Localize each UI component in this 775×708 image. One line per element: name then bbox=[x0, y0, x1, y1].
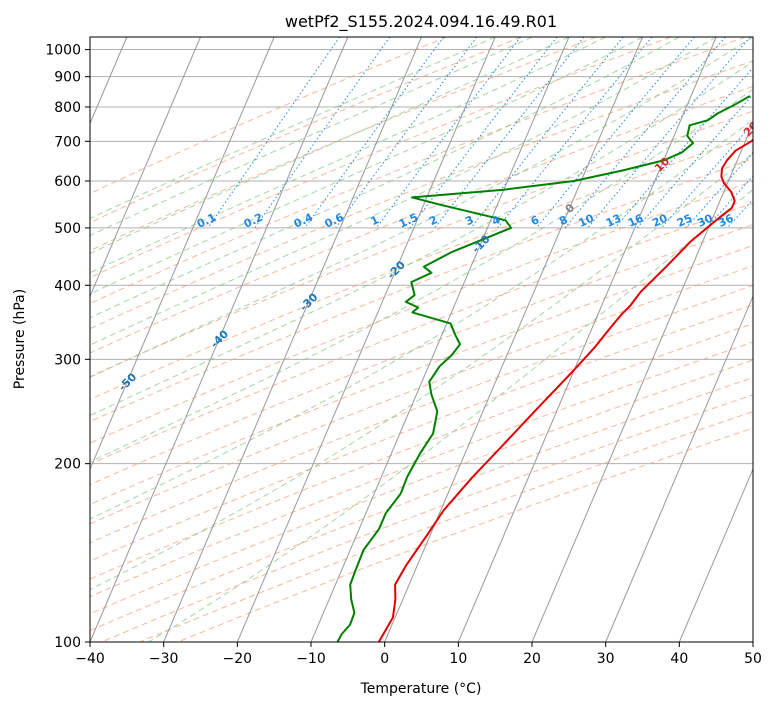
chart-title: wetPf2_S155.2024.094.16.49.R01 bbox=[285, 12, 557, 32]
moist-adiabat bbox=[90, 119, 753, 520]
moist-adiabat bbox=[90, 37, 643, 295]
mixing-ratio-line bbox=[470, 37, 624, 229]
mixing-ratio-line bbox=[335, 37, 478, 229]
mixing-ratio-label: 30 bbox=[695, 211, 715, 229]
dry-adiabat bbox=[90, 37, 447, 195]
isotherm bbox=[236, 37, 496, 642]
x-tick-label: −40 bbox=[75, 651, 105, 667]
y-axis: 100 200 300 400 500 600 700 800 900 1000 bbox=[45, 43, 90, 651]
x-tick-label: 0 bbox=[380, 651, 389, 667]
y-tick-label: 400 bbox=[54, 278, 81, 294]
plot-frame bbox=[89, 36, 754, 643]
x-tick-label: 20 bbox=[523, 651, 541, 667]
isotherm bbox=[605, 295, 753, 642]
x-tick-label: −30 bbox=[149, 651, 179, 667]
moist-adiabat bbox=[90, 152, 753, 591]
moist-adiabat bbox=[148, 188, 753, 642]
y-tick-label: 1000 bbox=[45, 43, 81, 59]
moist-adiabat bbox=[90, 61, 753, 417]
x-axis: −40 −30 −20 −10 0 10 20 30 40 50 bbox=[75, 642, 762, 667]
mixing-ratio-label: 36 bbox=[716, 211, 736, 229]
x-tick-label: 50 bbox=[744, 651, 762, 667]
pressure-gridlines bbox=[90, 49, 753, 642]
mixing-ratio-label: 13 bbox=[604, 212, 623, 230]
x-tick-label: 40 bbox=[670, 651, 688, 667]
y-tick-label: 900 bbox=[54, 70, 81, 86]
x-tick-label: −20 bbox=[223, 651, 253, 667]
dry-adiabat bbox=[90, 134, 753, 401]
mixing-ratio-line bbox=[564, 37, 726, 229]
y-axis-title: Pressure (hPa) bbox=[12, 289, 28, 389]
isotherm-label: 20 bbox=[741, 119, 761, 139]
temperature-line bbox=[377, 138, 753, 642]
dry-adiabat bbox=[101, 394, 753, 642]
isotherms bbox=[90, 37, 753, 642]
y-tick-label: 300 bbox=[54, 352, 81, 368]
dry-adiabat bbox=[90, 110, 753, 378]
x-tick-label: −10 bbox=[296, 651, 326, 667]
dry-adiabat bbox=[90, 158, 753, 423]
dry-adiabat bbox=[90, 60, 753, 330]
isotherm bbox=[678, 467, 753, 642]
dry-adiabat bbox=[90, 37, 522, 224]
moist-adiabat bbox=[90, 88, 753, 463]
moist-adiabat bbox=[90, 37, 533, 237]
isotherm bbox=[163, 37, 422, 642]
isotherm bbox=[310, 37, 570, 642]
dry-adiabat bbox=[90, 359, 753, 615]
isotherm bbox=[457, 37, 717, 642]
mixing-ratio-label: 16 bbox=[626, 211, 646, 229]
dry-adiabat bbox=[90, 224, 753, 486]
x-tick-label: 10 bbox=[449, 651, 467, 667]
mixing-ratio-line bbox=[375, 37, 521, 229]
mixing-ratio-line bbox=[636, 93, 753, 229]
dry-adiabat bbox=[90, 244, 753, 505]
mixing-ratio-label: 10 bbox=[577, 211, 597, 229]
moist-adiabat bbox=[90, 37, 717, 346]
mixing-ratio-line bbox=[304, 37, 445, 229]
x-tick-label: 30 bbox=[597, 651, 615, 667]
plot-area: -100-90-80-70-60-50-40-30-20-10010203040… bbox=[90, 37, 761, 642]
mixing-ratio-label: 20 bbox=[650, 211, 670, 229]
y-tick-label: 500 bbox=[54, 221, 81, 237]
moist-adiabat bbox=[90, 37, 496, 220]
y-tick-label: 800 bbox=[54, 100, 81, 116]
isotherm bbox=[90, 37, 275, 471]
y-tick-label: 200 bbox=[54, 457, 81, 473]
dry-adiabat bbox=[90, 341, 753, 598]
x-axis-title: Temperature (°C) bbox=[360, 681, 482, 697]
isotherm bbox=[531, 122, 753, 642]
isotherm bbox=[384, 37, 643, 642]
dry-adiabat bbox=[90, 284, 753, 544]
mixing-ratio-label: 25 bbox=[675, 212, 694, 230]
sounding-series bbox=[336, 95, 753, 642]
moist-adiabat bbox=[90, 37, 606, 274]
isotherm bbox=[90, 37, 201, 298]
mixing-ratio-line bbox=[207, 37, 341, 229]
y-tick-label: 600 bbox=[54, 174, 81, 190]
isotherm bbox=[90, 37, 349, 642]
dry-adiabat bbox=[90, 37, 746, 305]
y-tick-label: 700 bbox=[54, 134, 81, 150]
y-tick-label: 100 bbox=[54, 635, 81, 651]
dewpoint-line bbox=[336, 95, 751, 642]
mixing-ratio-line bbox=[497, 37, 653, 229]
dry-adiabat bbox=[90, 304, 753, 562]
